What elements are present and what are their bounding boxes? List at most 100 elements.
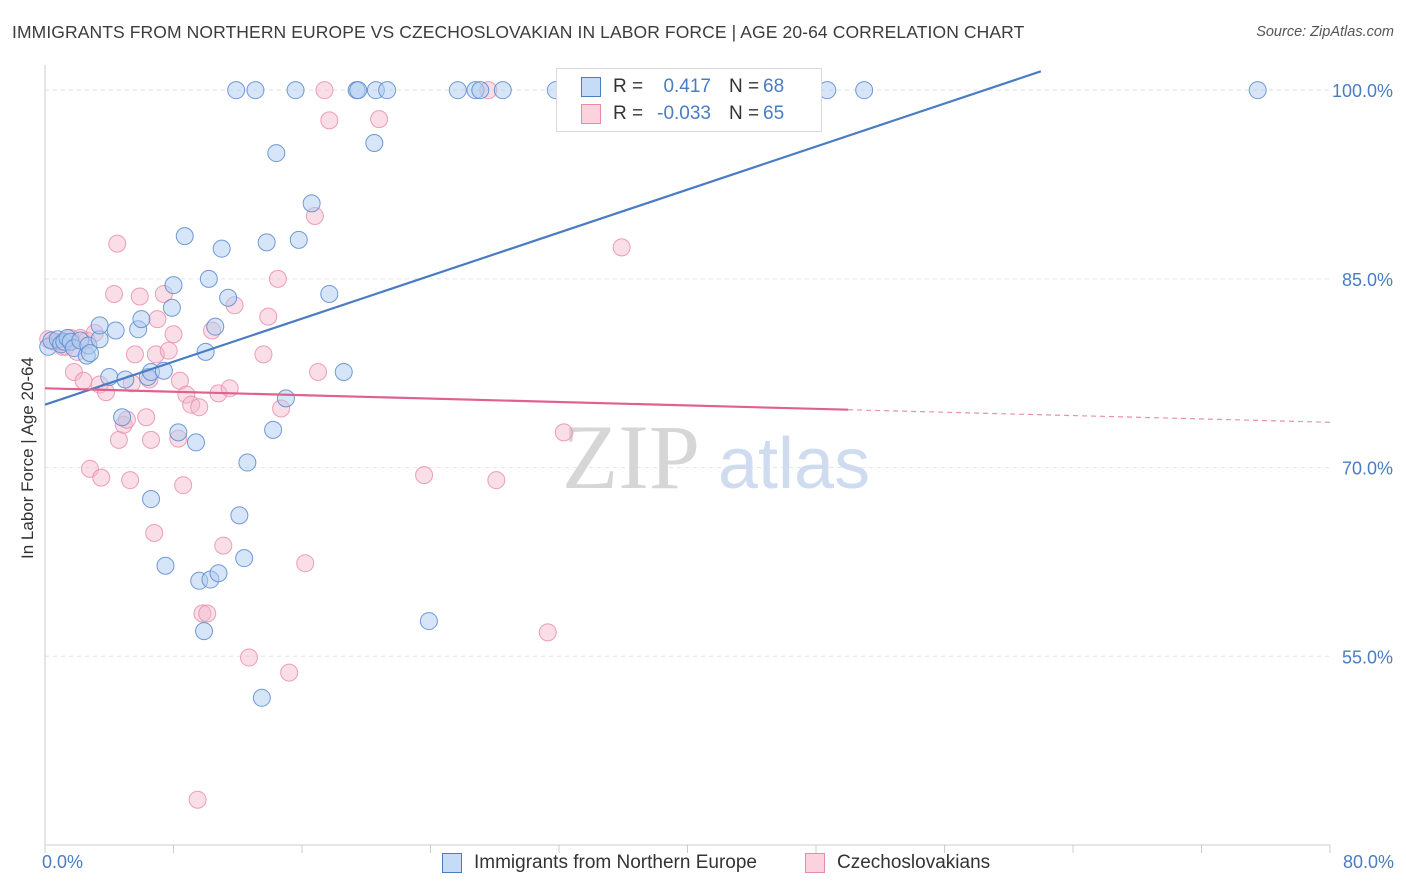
trend-lines xyxy=(44,70,1331,423)
pink-trend-line xyxy=(44,387,849,411)
pink-point xyxy=(259,307,278,326)
pink-point xyxy=(315,81,334,100)
blue-point xyxy=(227,81,246,100)
legend-row-pink: R = -0.033 N = 65 xyxy=(581,102,784,126)
blue-point xyxy=(230,506,249,525)
blue-point xyxy=(106,321,125,340)
blue-point xyxy=(334,362,353,381)
pink-point xyxy=(214,536,233,555)
legend-r-value-pink: -0.033 xyxy=(657,103,711,124)
blue-point xyxy=(238,453,257,472)
pink-point xyxy=(92,468,111,487)
blue-point xyxy=(419,612,438,631)
blue-point xyxy=(471,81,490,100)
pink-series xyxy=(39,81,631,809)
blue-point xyxy=(257,233,276,252)
blue-point xyxy=(169,423,188,442)
y-tick-label: 70.0% xyxy=(1342,459,1393,479)
pink-point xyxy=(415,466,434,485)
stats-legend: R = 0.417 N = 68 R = -0.033 N = 65 xyxy=(556,68,822,132)
pink-point xyxy=(193,604,212,623)
blue-point xyxy=(365,134,384,152)
legend-r-value-blue: 0.417 xyxy=(663,76,711,97)
pink-point xyxy=(538,623,557,642)
pink-point xyxy=(108,234,127,253)
pink-point xyxy=(174,476,193,495)
bottom-legend-pink: Czechoslovakians xyxy=(805,852,990,874)
legend-r-label: R = xyxy=(613,103,644,124)
blue-point xyxy=(209,564,228,583)
pink-point xyxy=(105,284,124,303)
blue-point xyxy=(378,81,397,100)
blue-point xyxy=(320,284,339,303)
pink-point xyxy=(239,648,258,667)
blue-point xyxy=(289,230,308,249)
grid-lines xyxy=(45,89,1330,657)
pink-point xyxy=(554,423,573,442)
pink-point xyxy=(198,604,217,623)
blue-trend-line xyxy=(44,70,1042,406)
legend-swatch-blue xyxy=(581,77,601,97)
pink-point xyxy=(320,111,339,130)
y-tick-labels: 55.0% 70.0% 85.0% 100.0% xyxy=(1332,81,1393,667)
blue-point xyxy=(212,239,231,258)
blue-point xyxy=(162,298,181,317)
pink-point xyxy=(109,430,128,449)
pink-point xyxy=(487,471,506,490)
pink-point xyxy=(125,345,144,364)
axes xyxy=(44,65,1331,853)
pink-trend-extension xyxy=(848,409,1331,423)
bottom-legend-label-blue: Immigrants from Northern Europe xyxy=(474,852,757,873)
watermark-zip: ZIP xyxy=(562,406,700,508)
pink-point xyxy=(142,430,161,449)
legend-n-value-blue: 68 xyxy=(763,76,785,97)
blue-point xyxy=(219,288,238,307)
pink-point xyxy=(254,345,273,364)
blue-point xyxy=(349,81,368,100)
legend-swatch-pink xyxy=(581,104,601,124)
legend-row-blue: R = 0.417 N = 68 xyxy=(581,75,784,99)
pink-point xyxy=(296,554,315,573)
blue-point xyxy=(132,310,151,329)
blue-point xyxy=(855,81,874,100)
pink-point xyxy=(280,663,299,682)
pink-point xyxy=(164,325,183,344)
bottom-legend-swatch-pink xyxy=(805,853,825,873)
blue-point xyxy=(199,269,218,288)
blue-point xyxy=(302,194,321,213)
blue-point xyxy=(113,408,132,427)
blue-point xyxy=(164,276,183,295)
y-tick-label: 100.0% xyxy=(1332,81,1393,101)
blue-point xyxy=(252,688,271,707)
blue-point xyxy=(235,549,254,568)
chart-title: IMMIGRANTS FROM NORTHERN EUROPE VS CZECH… xyxy=(12,22,1025,42)
blue-point xyxy=(80,344,99,363)
bottom-legend-blue: Immigrants from Northern Europe xyxy=(442,852,757,874)
blue-point xyxy=(90,316,109,335)
blue-point xyxy=(186,433,205,452)
pink-point xyxy=(309,362,328,381)
legend-n-label: N = xyxy=(729,76,760,97)
y-tick-label: 55.0% xyxy=(1342,647,1393,667)
blue-point xyxy=(264,420,283,439)
pink-point xyxy=(612,238,631,257)
pink-point xyxy=(370,110,389,129)
x-tick-min: 0.0% xyxy=(42,852,84,872)
blue-point xyxy=(267,144,286,163)
pink-point xyxy=(177,385,196,404)
bottom-legend-swatch-blue xyxy=(442,853,462,873)
source-label: Source: ZipAtlas.com xyxy=(1256,24,1394,40)
pink-point xyxy=(145,524,164,542)
pink-point xyxy=(121,471,140,490)
blue-point xyxy=(156,556,175,575)
legend-n-label: N = xyxy=(729,103,760,124)
legend-r-label: R = xyxy=(613,76,644,97)
pink-point xyxy=(130,287,149,306)
pink-point xyxy=(137,408,156,427)
blue-point xyxy=(493,81,512,100)
blue-point xyxy=(1248,81,1267,100)
pink-point xyxy=(74,371,93,390)
y-tick-label: 85.0% xyxy=(1342,270,1393,290)
x-tick-max: 80.0% xyxy=(1342,852,1394,872)
